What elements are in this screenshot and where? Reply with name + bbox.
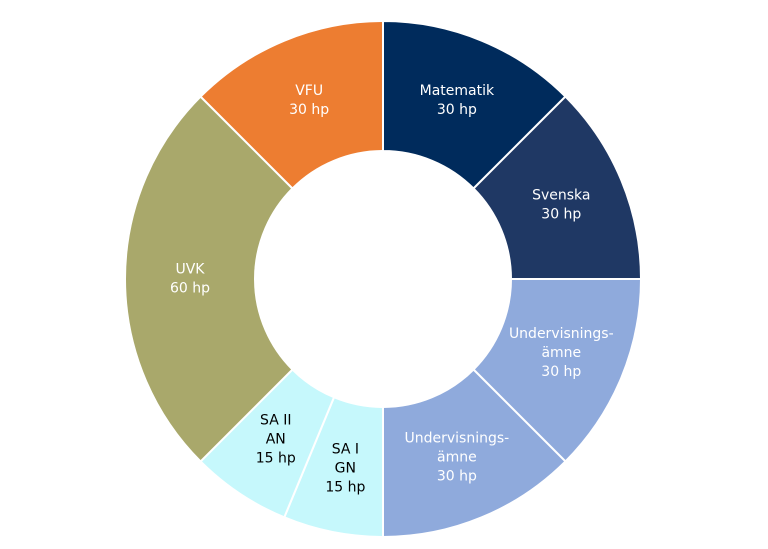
segment-label: SA II: [260, 412, 291, 428]
donut-segment: [382, 368, 567, 539]
value-label: 30 hp: [289, 102, 329, 118]
segment-label: Undervisnings-: [404, 430, 509, 446]
segment-label: AN: [266, 431, 286, 447]
value-label: 30 hp: [541, 364, 581, 380]
value-label: 30 hp: [437, 102, 477, 118]
segment-label: ämne: [437, 449, 477, 465]
segment-label: GN: [335, 460, 356, 476]
value-label: 15 hp: [325, 479, 365, 495]
segment-label: Matematik: [420, 83, 495, 99]
segment-label: Undervisnings-: [509, 326, 614, 342]
donut-segment: [472, 278, 643, 463]
segment-label: Svenska: [532, 188, 590, 204]
donut-segment: [124, 95, 294, 463]
donut-segment: [472, 95, 643, 280]
value-label: 60 hp: [170, 281, 210, 297]
value-label: 30 hp: [541, 207, 581, 223]
donut-segment: [199, 19, 384, 190]
segment-label: SA I: [332, 441, 359, 457]
segment-label: ämne: [541, 345, 581, 361]
segment-label: UVK: [175, 262, 205, 278]
value-label: 15 hp: [256, 450, 296, 466]
donut-segment: [382, 19, 567, 190]
value-label: 30 hp: [437, 468, 477, 484]
segment-label: VFU: [295, 83, 323, 99]
